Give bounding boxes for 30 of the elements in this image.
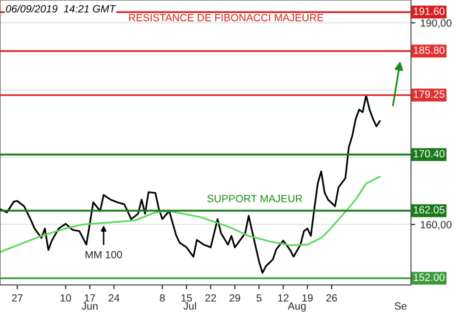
y-tick-label: 160,00 — [420, 220, 452, 230]
x-tick-label: 15 — [182, 294, 192, 302]
x-tick-label: 17 — [84, 294, 96, 302]
x-tick-label: 8 — [160, 294, 165, 302]
y-tick-label: 190,00 — [420, 19, 452, 28]
ref-line-label: 185.80 — [414, 46, 445, 54]
x-tick-label: 24 — [108, 294, 120, 302]
ref-line-label: 162.05 — [414, 206, 444, 214]
line-series — [0, 176, 381, 253]
ref-line-label: 179.25 — [414, 90, 444, 98]
x-tick-label: 10 — [60, 294, 72, 302]
x-tick-label: 12 — [278, 294, 288, 302]
x-tick-label: 26 — [326, 294, 337, 302]
ref-line-label: 152.00 — [414, 274, 445, 282]
annotation: SUPPORT MAJEUR — [207, 194, 302, 202]
annotation: 06/09/2019 14:21 GMT — [6, 4, 116, 12]
ref-line-label: 191.60 — [414, 8, 445, 15]
x-tick-label: 5 — [256, 294, 262, 302]
x-tick-label: 19 — [302, 294, 313, 302]
x2-tick-label: Jun — [82, 302, 98, 310]
x-tick-label: 22 — [205, 294, 216, 302]
x2-tick-label: Se — [394, 302, 407, 310]
annotation: MM 100 — [86, 250, 122, 258]
x-tick-label: 29 — [230, 294, 240, 302]
x2-tick-label: Aug — [288, 302, 306, 312]
annotation: RESISTANCE DE FIBONACCI MAJEURE — [129, 14, 324, 22]
x2-tick-label: Jul — [183, 302, 196, 310]
ref-line-label: 170.40 — [414, 150, 445, 158]
x-tick-label: 27 — [12, 294, 23, 302]
line-series — [0, 94, 381, 274]
